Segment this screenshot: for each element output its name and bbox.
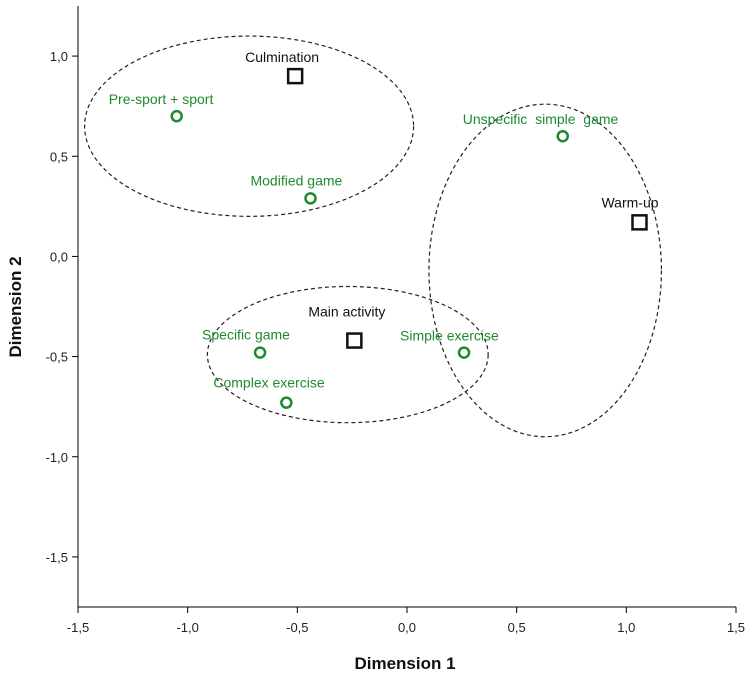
ellipse-layer [83,35,663,438]
x-tick-label: 0,0 [398,620,416,635]
group-ellipse [83,35,415,217]
x-tick-label: 0,5 [508,620,526,635]
x-axis-title: Dimension 1 [354,654,455,673]
point-label: Warm-up [601,194,658,210]
square-marker [631,214,648,231]
axes-layer: -1,5 -1,0 -0,5 0,0 0,5 1,0 1,5 -1,5 -1,0 -0,5 0,0 0… [46,6,745,635]
point-label: Modified game [250,172,342,188]
square-marker [286,67,304,85]
y-tick-label: -1,0 [46,450,68,465]
point-label: Unspecific simple game [463,111,619,127]
y-tick-label: 0,0 [50,249,68,264]
label-layer: Culmination Warm-up Main activity Pre-sport… [109,49,659,391]
x-tick-label: -1,0 [176,620,198,635]
circle-marker [280,396,293,409]
point-label: Simple exercise [400,328,499,344]
group-ellipse [206,285,489,424]
marker-layer [170,67,648,409]
y-tick-label: -1,5 [46,550,68,565]
point-label: Specific game [202,327,290,343]
circle-marker [457,346,471,359]
y-tick-label: -0,5 [46,350,68,365]
y-tick-label: 0,5 [50,149,68,164]
point-label: Culmination [245,49,319,65]
circle-marker [556,129,569,143]
circle-marker [253,346,267,359]
point-label: Pre-sport + sport [109,91,214,107]
square-marker [346,332,363,349]
group-ellipse [428,103,663,438]
x-tick-label: -1,5 [67,620,89,635]
circle-marker [170,109,183,123]
y-axis-title: Dimension 2 [6,256,25,357]
x-tick-label: -0,5 [286,620,308,635]
circle-marker [304,192,317,205]
x-tick-label: 1,5 [727,620,745,635]
point-label: Main activity [308,304,385,320]
point-label: Complex exercise [213,375,324,391]
y-tick-label: 1,0 [50,49,68,64]
x-tick-label: 1,0 [617,620,635,635]
